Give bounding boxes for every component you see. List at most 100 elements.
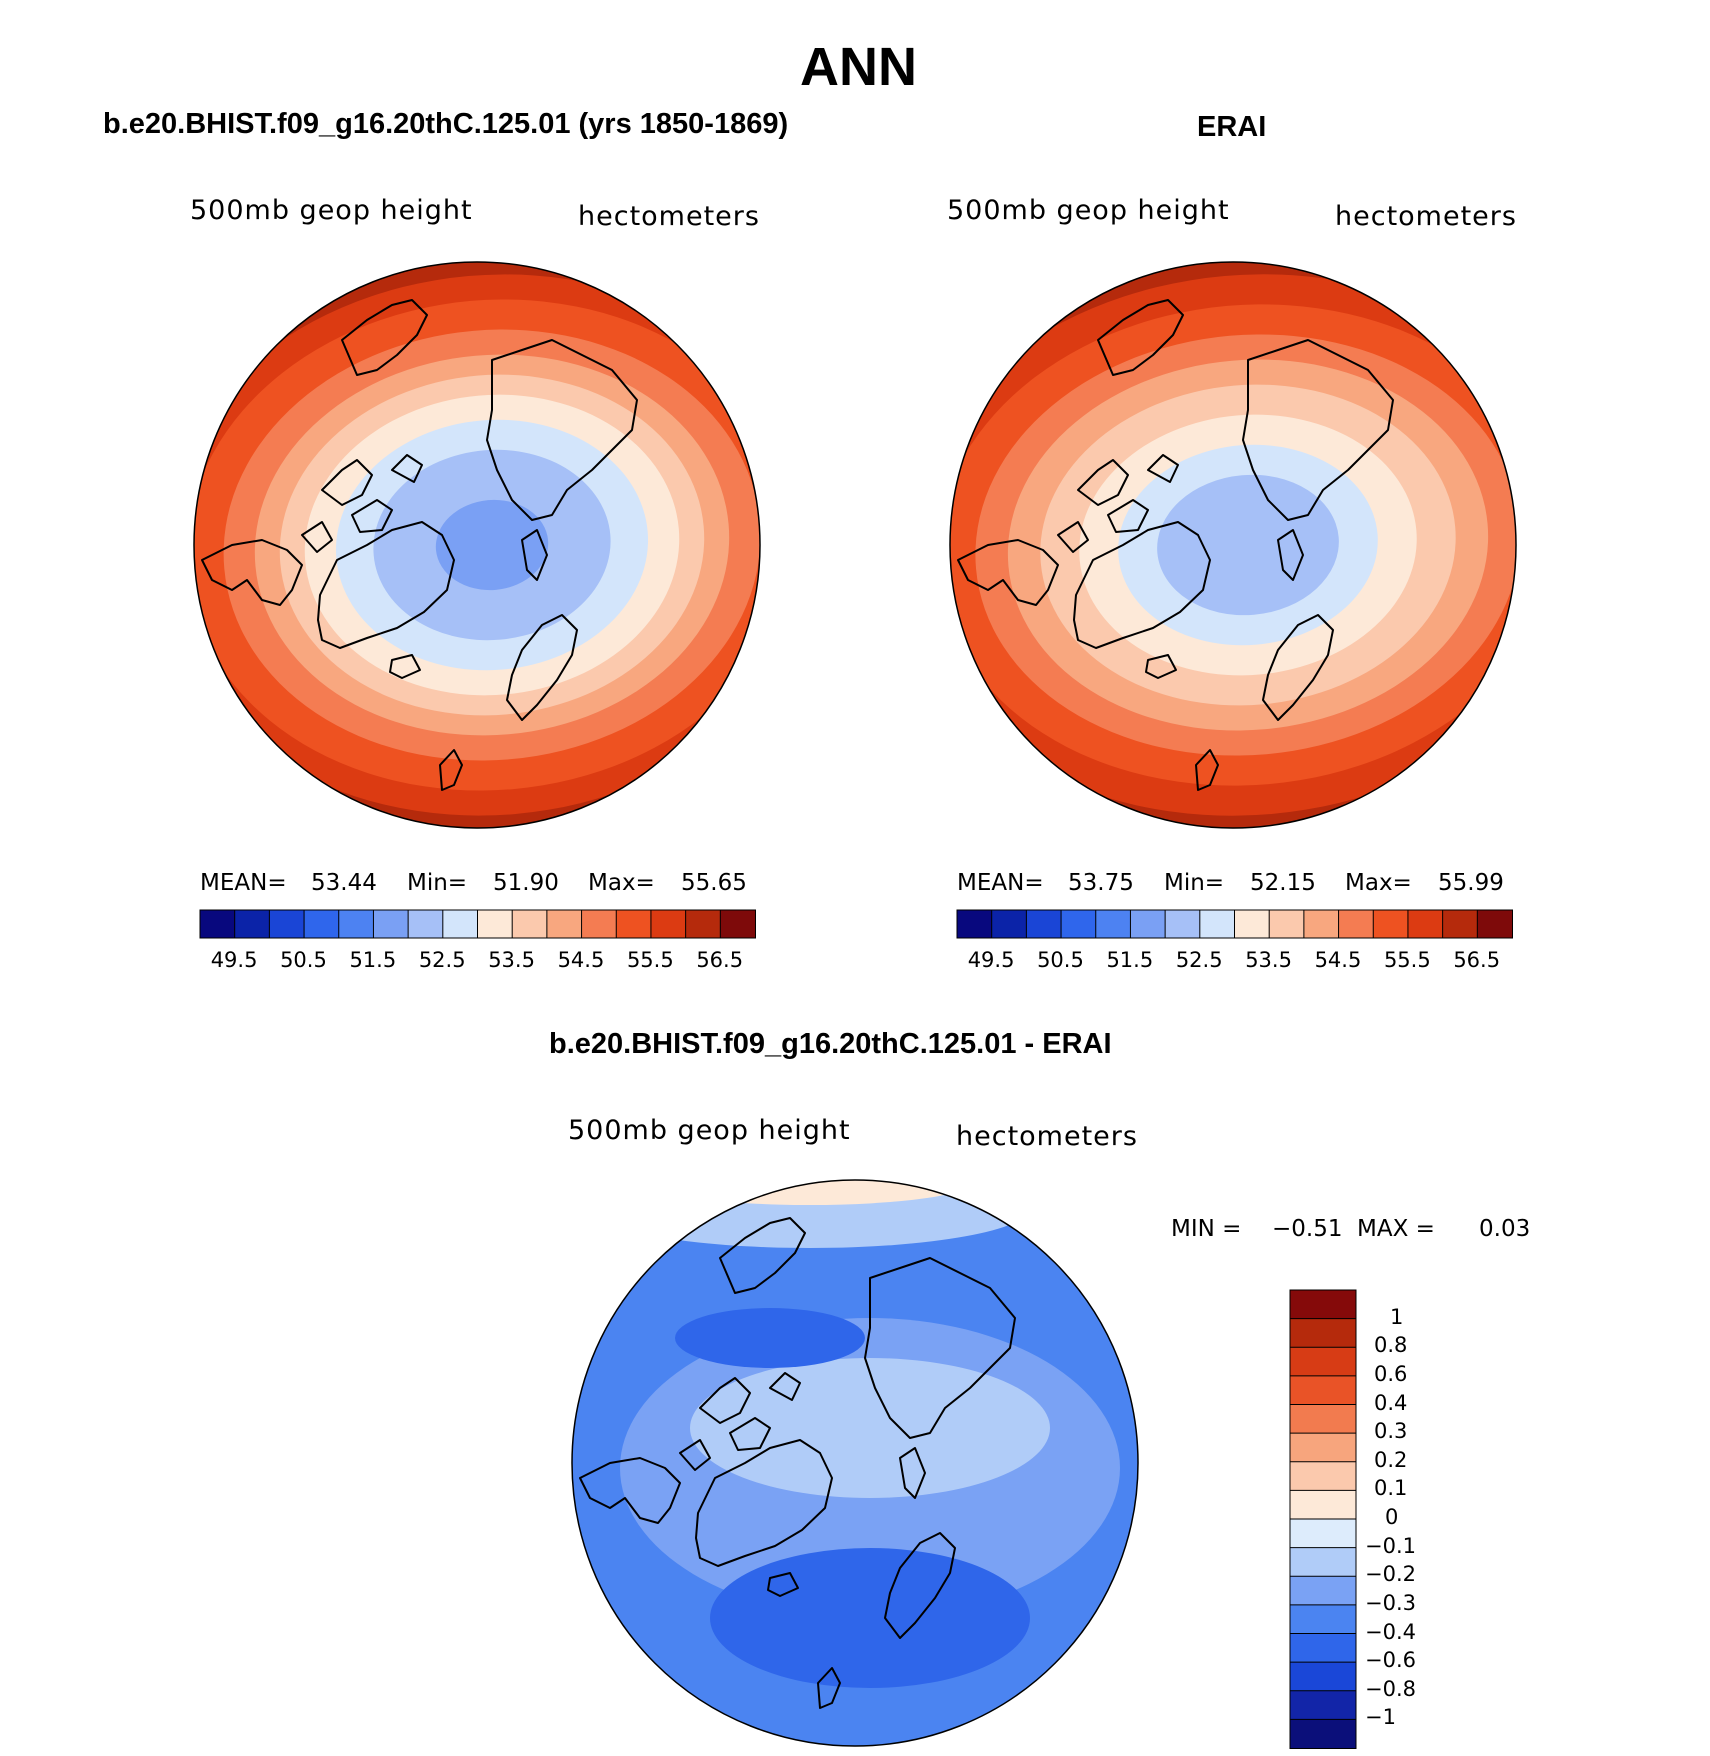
colorbar-box xyxy=(1407,909,1444,939)
colorbar-box xyxy=(1025,909,1063,939)
diff-units-label: hectometers xyxy=(956,1121,1138,1152)
colorbar-box xyxy=(1289,1547,1357,1578)
coastline xyxy=(957,539,1059,606)
obs-max-value: 55.99 xyxy=(1438,870,1504,896)
diff-max-label: MAX = xyxy=(1357,1216,1435,1242)
contour-band xyxy=(590,1180,1030,1248)
colorbar-box xyxy=(719,909,756,939)
obs-panel-title: ERAI xyxy=(1197,111,1267,143)
colorbar-tick-label: −0.8 xyxy=(1365,1676,1416,1701)
colorbar-tick-label: 0.4 xyxy=(1374,1390,1408,1415)
colorbar-tick-label: 53.5 xyxy=(488,948,535,972)
model-min-value: 51.90 xyxy=(493,870,559,896)
colorbar-box xyxy=(1289,1718,1357,1749)
obs-polar-map xyxy=(949,261,1517,829)
colorbar-tick-label: −0.3 xyxy=(1365,1590,1416,1615)
model-max-label: Max= xyxy=(588,870,655,896)
colorbar-tick-label: 51.5 xyxy=(349,948,397,972)
colorbar-box xyxy=(477,909,514,939)
coastline xyxy=(1277,529,1304,581)
contour-band xyxy=(710,1548,1030,1688)
colorbar-tick-label: 0.3 xyxy=(1374,1419,1408,1444)
colorbar-box xyxy=(1289,1575,1357,1606)
difference-polar-map xyxy=(571,1179,1139,1747)
coastline xyxy=(579,1457,681,1524)
difference-colorbar xyxy=(1289,1289,1357,1749)
colorbar-box xyxy=(615,909,652,939)
coastline xyxy=(1057,454,1179,553)
coastline xyxy=(201,539,303,606)
obs-min-value: 52.15 xyxy=(1250,870,1316,896)
model-variable-label: 500mb geop height xyxy=(190,195,473,226)
model-min-label: Min= xyxy=(407,870,468,896)
colorbar-box xyxy=(199,909,236,939)
colorbar-tick-label: 0.1 xyxy=(1374,1476,1408,1501)
coastline xyxy=(767,1572,799,1597)
obs-mean-value: 53.75 xyxy=(1068,870,1134,896)
colorbar-tick-label: 0.2 xyxy=(1374,1447,1408,1472)
colorbar-box xyxy=(1289,1289,1357,1320)
colorbar-box xyxy=(1289,1489,1357,1520)
colorbar-box xyxy=(1234,909,1271,939)
diff-min-value: −0.51 xyxy=(1272,1216,1343,1242)
colorbar-box xyxy=(1442,909,1479,939)
colorbar-box xyxy=(407,909,444,939)
colorbar-box xyxy=(1289,1346,1357,1377)
obs-mean-label: MEAN= xyxy=(957,870,1044,896)
model-max-value: 55.65 xyxy=(681,870,747,896)
colorbar-tick-label: −0.6 xyxy=(1365,1648,1416,1673)
colorbar-tick-label: −0.4 xyxy=(1365,1619,1416,1644)
colorbar-box xyxy=(1289,1318,1357,1349)
colorbar-tick-label: 54.5 xyxy=(1314,948,1362,972)
colorbar-tick-label: 0.8 xyxy=(1374,1333,1408,1358)
colorbar-box xyxy=(1095,909,1132,939)
colorbar-tick-label: 50.5 xyxy=(280,948,327,972)
colorbar-tick-label: 0.6 xyxy=(1374,1361,1408,1386)
coastline xyxy=(864,1257,1016,1439)
coastline xyxy=(899,1447,926,1499)
coastline xyxy=(719,1217,806,1294)
coastline xyxy=(1145,654,1177,679)
colorbar-box xyxy=(1476,909,1513,939)
difference-panel-title: b.e20.BHIST.f09_g16.20thC.125.01 - ERAI xyxy=(549,1028,1112,1060)
colorbar-tick-label: 56.5 xyxy=(696,948,744,972)
colorbar-tick-label: 0 xyxy=(1385,1505,1399,1529)
colorbar-box xyxy=(1268,909,1305,939)
colorbar-box xyxy=(372,909,410,939)
colorbar-box xyxy=(1289,1604,1357,1635)
coastline xyxy=(301,454,423,553)
map-boundary xyxy=(193,261,761,829)
colorbar-box xyxy=(956,909,993,939)
figure-title: ANN xyxy=(800,37,917,97)
colorbar-box xyxy=(442,909,479,939)
obs-variable-label: 500mb geop height xyxy=(947,195,1230,226)
coastline xyxy=(1195,749,1219,791)
obs-colorbar xyxy=(956,909,1513,939)
colorbar-box xyxy=(1372,909,1409,939)
model-panel-title: b.e20.BHIST.f09_g16.20thC.125.01 (yrs 18… xyxy=(103,108,789,140)
diff-min-label: MIN = xyxy=(1171,1216,1242,1242)
coastline xyxy=(317,521,455,649)
model-colorbar xyxy=(199,909,756,939)
colorbar-box xyxy=(1289,1633,1357,1664)
colorbar-tick-label: 55.5 xyxy=(626,948,674,972)
colorbar-box xyxy=(1289,1690,1357,1721)
colorbar-box xyxy=(234,909,271,939)
colorbar-tick-label: 52.5 xyxy=(418,948,466,972)
colorbar-box xyxy=(1289,1432,1357,1463)
colorbar-tick-label: 52.5 xyxy=(1175,948,1223,972)
coastline xyxy=(1262,614,1334,721)
colorbar-box xyxy=(650,909,687,939)
colorbar-tick-label: 50.5 xyxy=(1037,948,1084,972)
colorbar-box xyxy=(1164,909,1201,939)
contour-band xyxy=(675,1308,865,1368)
colorbar-box xyxy=(1289,1518,1357,1549)
colorbar-tick-label: −0.2 xyxy=(1365,1562,1416,1587)
colorbar-box xyxy=(1289,1661,1357,1692)
colorbar-tick-label: 55.5 xyxy=(1383,948,1431,972)
colorbar-box xyxy=(546,909,583,939)
model-mean-value: 53.44 xyxy=(311,870,377,896)
colorbar-box xyxy=(991,909,1028,939)
colorbar-box xyxy=(1060,909,1097,939)
colorbar-box xyxy=(1129,909,1167,939)
